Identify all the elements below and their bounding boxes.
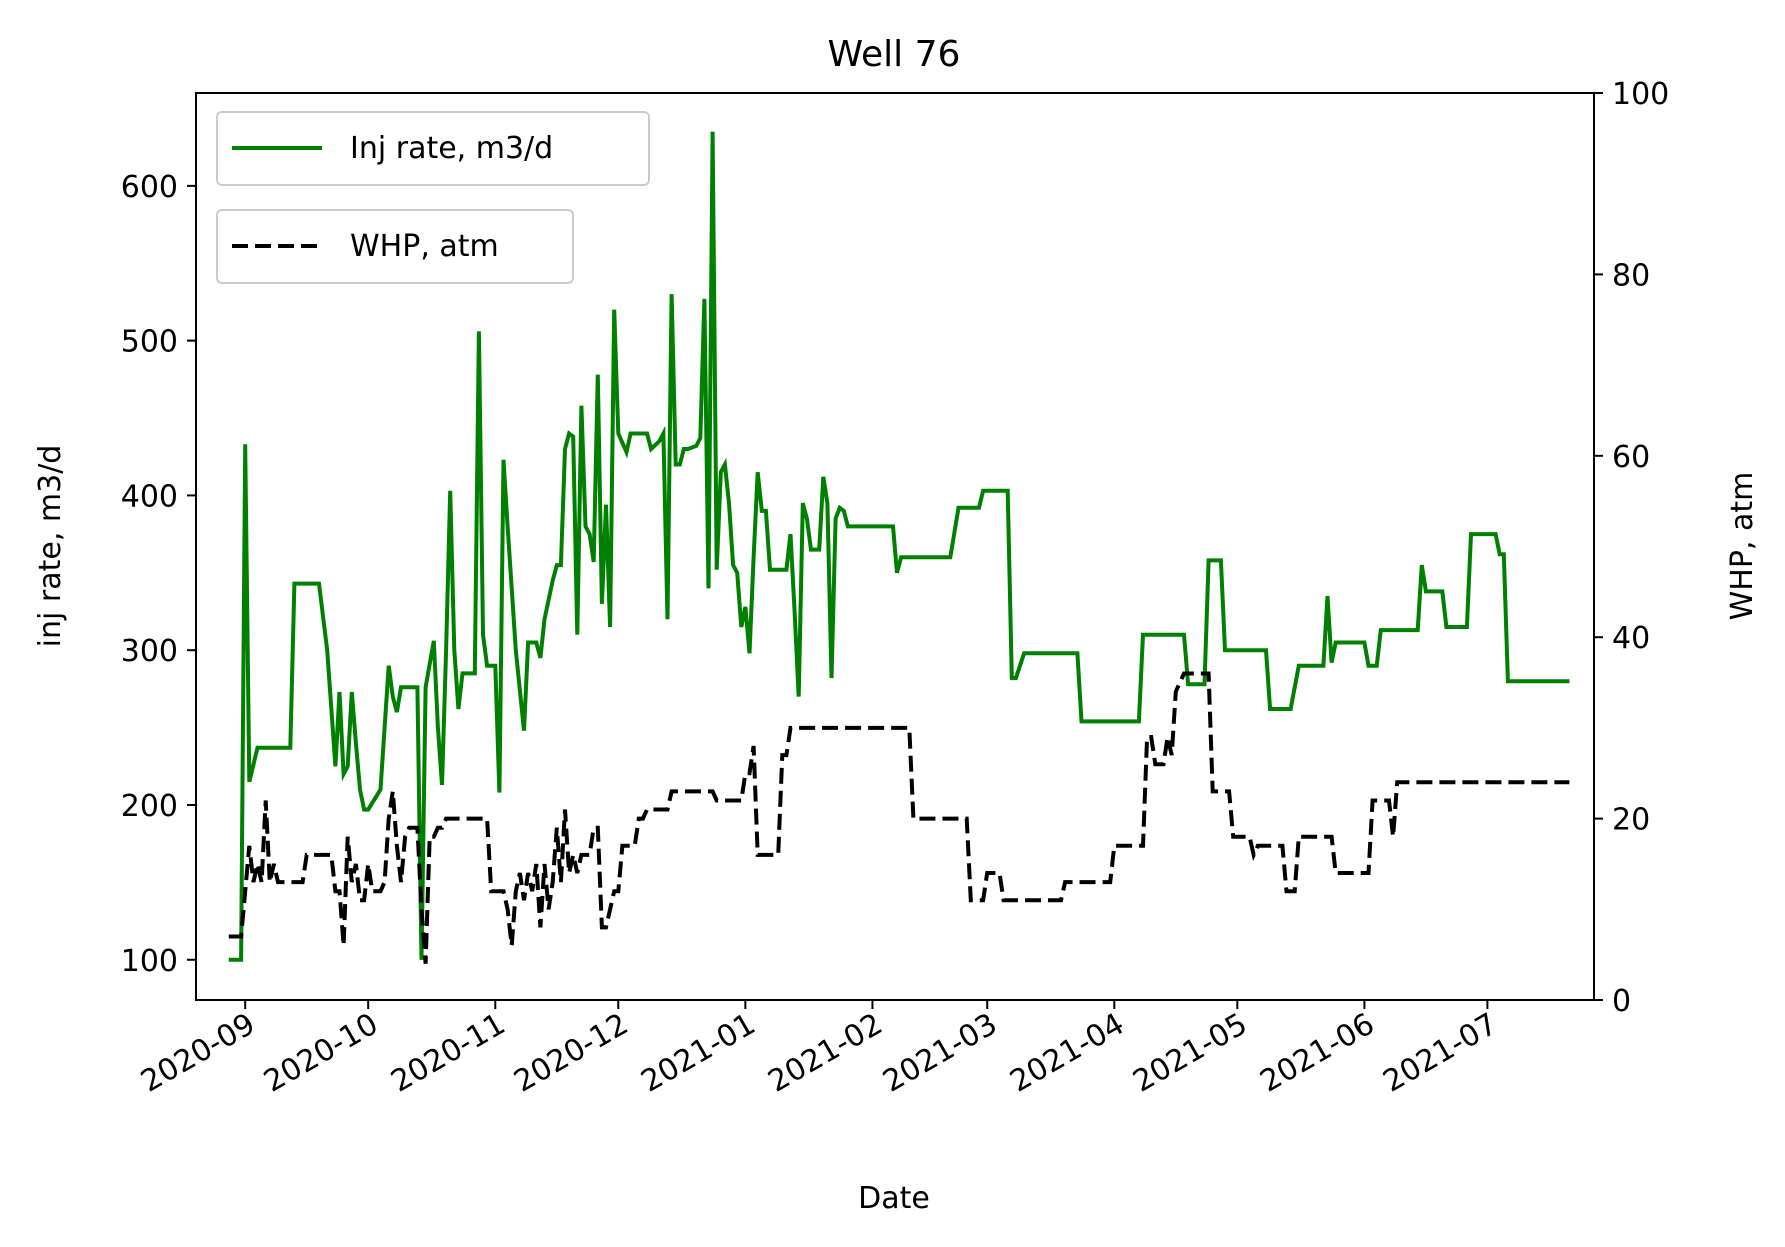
y-axis-label-right: WHP, atm bbox=[1725, 472, 1760, 621]
x-axis-label: Date bbox=[858, 1181, 930, 1216]
legend-box bbox=[216, 209, 574, 284]
series-line-inj-rate bbox=[228, 131, 1570, 962]
legend-inj-rate: Inj rate, m3/d bbox=[216, 111, 650, 186]
y-tick-label-right: 80 bbox=[1612, 258, 1650, 293]
y-tick-label-right: 20 bbox=[1612, 803, 1650, 838]
y-tick-label-left: 400 bbox=[121, 479, 178, 514]
y-tick-label-right: 0 bbox=[1612, 984, 1631, 1019]
legend-box bbox=[216, 111, 650, 186]
chart-title: Well 76 bbox=[828, 34, 961, 75]
y-tick-label-left: 500 bbox=[121, 325, 178, 360]
y-tick-label-left: 200 bbox=[121, 789, 178, 824]
y-tick-label-left: 600 bbox=[121, 170, 178, 205]
legend-whp: WHP, atm bbox=[216, 209, 574, 284]
y-tick-label-left: 100 bbox=[121, 944, 178, 979]
y-axis-right: 0 20 40 60 80 100 bbox=[1594, 77, 1669, 1019]
y-axis-label-left: inj rate, m3/d bbox=[33, 445, 68, 648]
y-tick-label-left: 300 bbox=[121, 634, 178, 669]
y-tick-label-right: 40 bbox=[1612, 621, 1650, 656]
legend-label-whp: WHP, atm bbox=[350, 229, 499, 264]
y-axis-left: 100 200 300 400 500 600 bbox=[121, 170, 196, 979]
series-layer bbox=[228, 131, 1570, 964]
plot-frame bbox=[195, 92, 1595, 1001]
y-tick-label-right: 60 bbox=[1612, 440, 1650, 475]
legend-label-inj-rate: Inj rate, m3/d bbox=[350, 131, 553, 166]
y-tick-label-right: 100 bbox=[1612, 77, 1669, 112]
